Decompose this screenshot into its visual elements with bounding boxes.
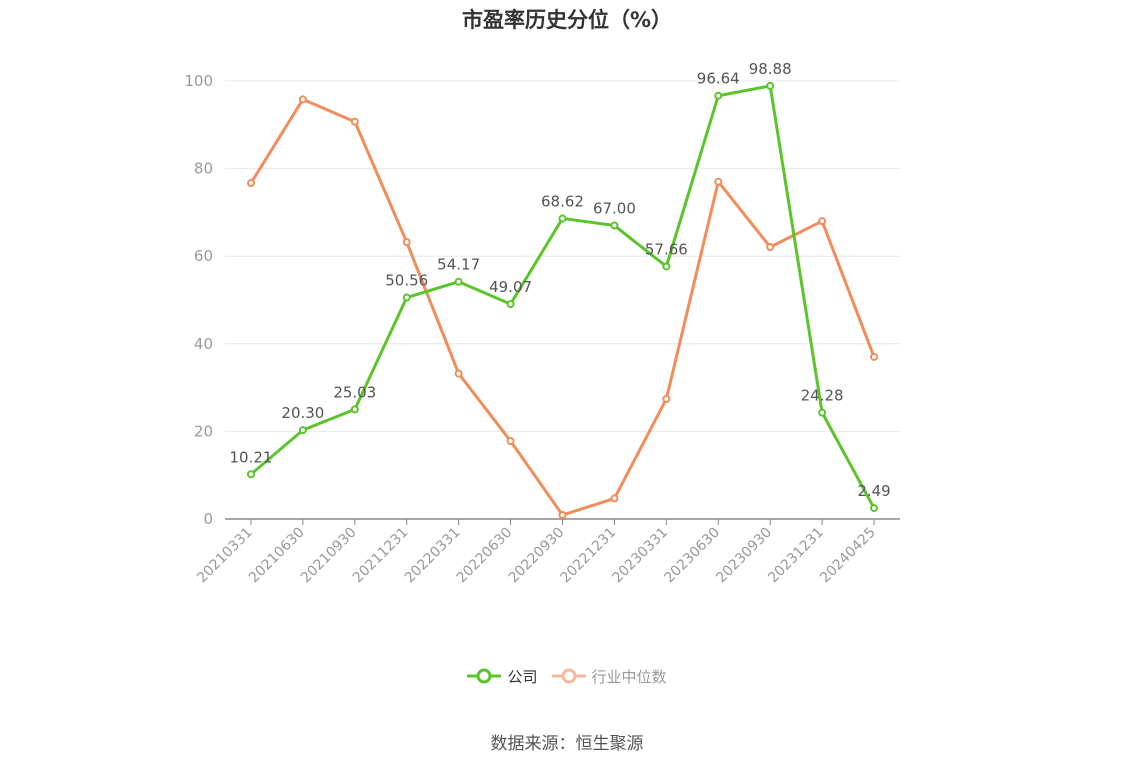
x-tick-label: 20230331 (609, 525, 671, 587)
x-tick-label: 20230630 (661, 525, 723, 587)
data-point-company (402, 293, 411, 302)
y-tick-label: 80 (194, 160, 213, 178)
y-tick-label: 100 (184, 72, 213, 90)
data-point-company (506, 300, 515, 309)
data-point-industry-median (558, 511, 567, 520)
data-point-industry-median (714, 177, 723, 186)
x-tick-label: 20231231 (765, 525, 827, 587)
data-label: 20.30 (281, 404, 324, 422)
data-point-company (870, 504, 879, 513)
data-point-industry-median (298, 95, 307, 104)
legend-label-company: 公司 (507, 667, 538, 686)
x-tick-label: 20230930 (713, 525, 775, 587)
data-label: 49.07 (489, 278, 532, 296)
x-tick-label: 20210331 (194, 525, 256, 587)
data-point-company (766, 81, 775, 90)
data-point-industry-median (402, 238, 411, 247)
legend-item-industry-median[interactable]: 行业中位数 (551, 666, 667, 687)
data-point-industry-median (246, 179, 255, 188)
x-tick-label: 20220930 (506, 525, 568, 587)
data-point-company (246, 470, 255, 479)
x-tick-label: 20210930 (298, 525, 360, 587)
data-label: 54.17 (437, 256, 480, 274)
data-source: 数据来源：恒生聚源 (490, 734, 644, 754)
data-point-company (454, 277, 463, 286)
data-point-industry-median (350, 117, 359, 126)
data-label: 68.62 (541, 192, 584, 210)
chart-title: 市盈率历史分位（%） (461, 8, 673, 32)
data-point-industry-median (870, 352, 879, 361)
data-point-industry-median (610, 494, 619, 503)
x-tick-label: 20211231 (350, 525, 412, 587)
data-label: 67.00 (593, 200, 636, 218)
y-tick-label: 60 (194, 247, 213, 265)
data-point-company (610, 221, 619, 230)
data-point-industry-median (662, 394, 671, 403)
data-label: 50.56 (385, 272, 428, 290)
data-point-company (558, 214, 567, 223)
data-label: 10.21 (229, 448, 272, 466)
x-tick-label: 20210630 (246, 525, 308, 587)
series-line-industry-median (249, 97, 876, 517)
data-label: 57.66 (645, 240, 688, 258)
x-tick-label: 20220630 (454, 525, 516, 587)
data-point-company (818, 408, 827, 417)
y-tick-label: 20 (194, 422, 213, 440)
series-lines (246, 81, 879, 520)
data-label: 24.28 (801, 387, 844, 405)
axes: 0 20 40 60 80 100 2021033120210630202109302021… (184, 72, 900, 586)
data-point-company (298, 426, 307, 435)
data-labels: 10.21 20.30 25.03 50.56 54.17 49.07 68.62 67.00… (229, 60, 890, 500)
y-tick-label: 40 (194, 335, 213, 353)
data-point-company (350, 405, 359, 414)
data-point-industry-median (818, 217, 827, 226)
y-tick-label: 0 (203, 510, 213, 528)
data-point-industry-median (766, 243, 775, 252)
data-point-industry-median (454, 369, 463, 378)
data-point-industry-median (506, 437, 515, 446)
data-label: 98.88 (749, 60, 792, 78)
legend-marker-industry-median (551, 668, 586, 684)
legend-marker-company (467, 668, 502, 684)
legend: 公司 行业中位数 (0, 664, 1134, 688)
data-point-company (714, 91, 723, 100)
x-tick-label: 20240425 (817, 525, 879, 587)
legend-item-company[interactable]: 公司 (467, 666, 538, 687)
data-point-company (662, 262, 671, 271)
series-line-company (249, 84, 876, 509)
grid-lines (225, 80, 900, 432)
data-label: 96.64 (697, 70, 740, 88)
legend-label-industry-median: 行业中位数 (591, 667, 667, 686)
x-tick-label: 20220331 (402, 525, 464, 587)
data-label: 2.49 (857, 482, 890, 500)
x-tick-label: 20221231 (558, 525, 620, 587)
data-label: 25.03 (333, 383, 376, 401)
